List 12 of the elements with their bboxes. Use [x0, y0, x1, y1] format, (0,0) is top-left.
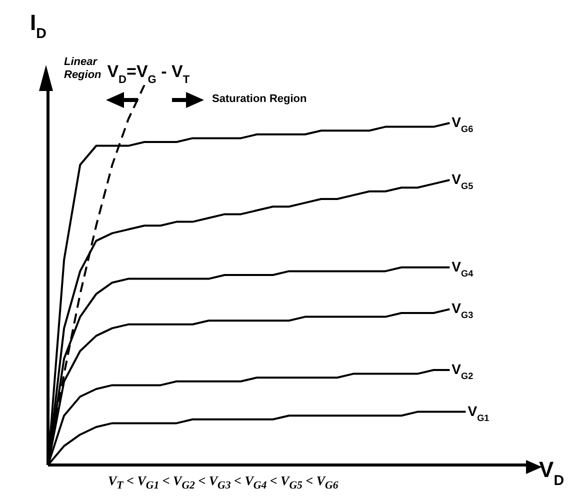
series-label: V$_{G6}$ [452, 114, 474, 134]
series-label: V$_{G4}$ [452, 258, 474, 278]
series-label: V$_{G3}$ [452, 300, 474, 320]
series-label: V$_{D}$=V$_{G}$ - V$_{T}$ [107, 62, 190, 86]
series-label: V$_{G1}$ [468, 402, 490, 423]
series-label: V$_{G5}$ [452, 171, 474, 191]
annotation: Saturation Region [212, 93, 307, 105]
x-axis-title: V$_{D}$ [539, 457, 564, 489]
series-label: V$_{G2}$ [452, 361, 474, 381]
text: V$_{T}$ < V$_{G1}$ < V$_{G2}$ < V$_{G3}$ < V$_{G4}$ < V$_{G5}$ < V$_{G6}$ [108, 473, 338, 492]
text: Linear Region [64, 56, 102, 81]
y-axis-title: I$_{D}$ [30, 10, 46, 42]
